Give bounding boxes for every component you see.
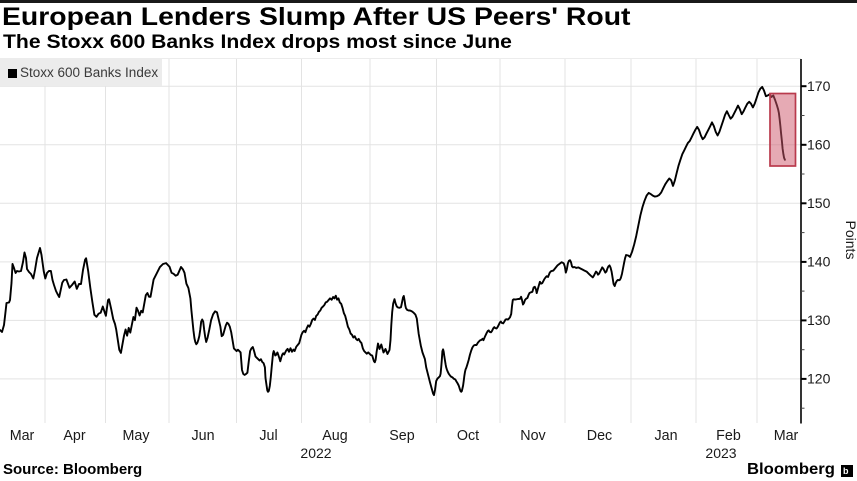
svg-text:2023: 2023 xyxy=(705,445,736,461)
svg-text:Aug: Aug xyxy=(322,428,347,444)
svg-text:150: 150 xyxy=(807,195,831,211)
svg-text:2022: 2022 xyxy=(300,445,331,461)
svg-text:Mar: Mar xyxy=(10,428,35,444)
svg-text:Dec: Dec xyxy=(587,428,612,444)
svg-text:Oct: Oct xyxy=(457,428,479,444)
svg-text:Sep: Sep xyxy=(389,428,414,444)
svg-text:Mar: Mar xyxy=(774,428,799,444)
svg-text:130: 130 xyxy=(807,312,831,328)
svg-text:120: 120 xyxy=(807,371,831,387)
svg-text:Feb: Feb xyxy=(716,428,741,444)
svg-text:Jan: Jan xyxy=(654,428,677,444)
svg-text:170: 170 xyxy=(807,78,831,94)
svg-text:140: 140 xyxy=(807,254,831,270)
svg-text:Apr: Apr xyxy=(63,428,85,444)
svg-text:160: 160 xyxy=(807,137,831,153)
svg-text:Points: Points xyxy=(843,221,857,260)
svg-text:Jul: Jul xyxy=(259,428,277,444)
svg-text:Jun: Jun xyxy=(191,428,214,444)
svg-text:Nov: Nov xyxy=(520,428,546,444)
svg-text:May: May xyxy=(122,428,150,444)
